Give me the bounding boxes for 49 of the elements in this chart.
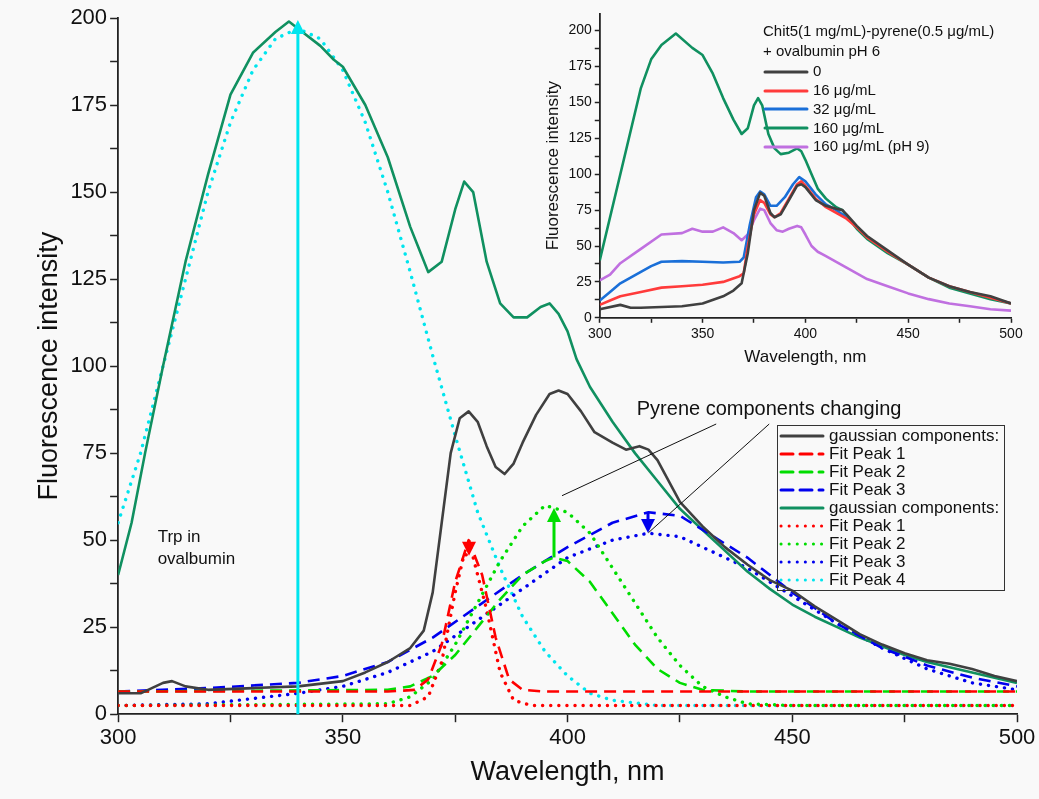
y-axis-title: Fluorescence intensity (542, 80, 562, 251)
x-tick-label: 450 (773, 724, 811, 750)
y-tick-label: 0 (583, 308, 592, 325)
y-tick-label: 125 (70, 265, 108, 291)
legend-label: Fit Peak 3 (829, 552, 906, 572)
x-tick-label: 400 (793, 325, 818, 342)
y-tick-label: 25 (576, 272, 592, 289)
y-tick-label: 200 (70, 4, 108, 30)
legend-label: Fit Peak 2 (829, 462, 906, 482)
y-tick-label: 50 (576, 236, 592, 253)
y-tick-label: 175 (568, 57, 592, 74)
y-tick-label: 125 (568, 129, 592, 146)
x-tick-label: 350 (324, 724, 362, 750)
x-tick-label: 350 (690, 325, 715, 342)
x-tick-label: 500 (999, 325, 1023, 342)
annotation: Pyrene components changing (636, 397, 902, 421)
x-tick-label: 300 (99, 724, 137, 750)
y-tick-label: 100 (70, 352, 108, 378)
y-tick-label: 50 (82, 526, 108, 552)
legend-label: 16 μg/mL (813, 81, 876, 100)
y-tick-label: 175 (70, 91, 108, 117)
legend-label: 0 (813, 62, 822, 82)
legend-title: Chit5(1 mg/mL)-pyrene(0.5 μg/mL) + ovalbumin pH 6 (763, 21, 996, 61)
y-tick-label: 150 (568, 93, 592, 110)
x-axis-title: Wavelength, nm (470, 756, 665, 787)
y-tick-label: 200 (568, 21, 592, 38)
legend-label: Fit Peak 2 (829, 534, 906, 554)
legend-label: Fit Peak 4 (829, 570, 906, 590)
legend-label: Fit Peak 3 (829, 480, 906, 500)
x-tick-label: 300 (588, 325, 612, 342)
legend-label: Fit Peak 1 (829, 444, 906, 464)
legend-label: gaussian components: (829, 498, 1000, 518)
y-tick-label: 0 (94, 700, 108, 726)
y-tick-label: 100 (568, 165, 592, 182)
x-axis-title: Wavelength, nm (744, 347, 867, 367)
y-axis-title: Fluorescence intensity (32, 231, 63, 501)
legend-label: 160 μg/mL (pH 9) (813, 137, 930, 157)
legend-label: gaussian components: (829, 426, 1000, 446)
legend-label: 32 μg/mL (813, 99, 876, 119)
y-tick-label: 150 (70, 178, 108, 204)
x-tick-label: 450 (896, 325, 921, 342)
y-tick-label: 75 (82, 439, 108, 465)
annotation: Trp in ovalbumin (157, 526, 237, 571)
legend-label: 160 μg/mL (813, 118, 885, 138)
y-tick-label: 25 (82, 613, 108, 639)
y-tick-label: 75 (576, 200, 592, 217)
x-tick-label: 400 (549, 724, 586, 750)
x-tick-label: 500 (998, 724, 1036, 750)
legend-label: Fit Peak 1 (829, 516, 906, 536)
